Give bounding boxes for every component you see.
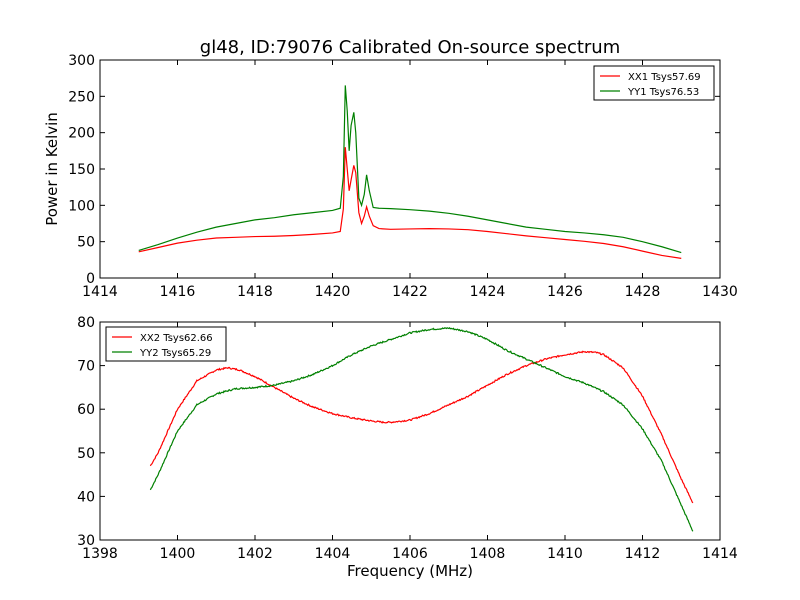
chart-bottom-legend-label: YY2 Tsys65.29 xyxy=(139,348,211,359)
chart-bottom-x-tick-label: 1398 xyxy=(82,546,118,562)
chart-bottom-x-axis-label: Frequency (MHz) xyxy=(347,562,473,580)
chart-bottom: Frequency (MHz) 1398 1400 1402 1404 1406 1408… xyxy=(77,315,738,580)
chart-top-y-tick-label: 150 xyxy=(68,162,95,178)
chart-top-x-tick-label: 1426 xyxy=(547,284,583,300)
chart-bottom-y-tick-label: 50 xyxy=(77,446,95,462)
chart-bottom-x-tick-label: 1414 xyxy=(702,546,738,562)
chart-bottom-legend-label: XX2 Tsys62.66 xyxy=(140,333,213,344)
chart-top-x-tick-label: 1430 xyxy=(702,284,738,300)
chart-top-x-tick-label: 1414 xyxy=(82,284,118,300)
chart-bottom-x-tick-label: 1412 xyxy=(625,546,661,562)
chart-bottom-y-tick-label: 40 xyxy=(77,489,95,505)
chart-bottom-legend-box xyxy=(105,326,227,362)
chart-bottom-plot-area: 1398 1400 1402 1404 1406 1408 1410 1412 1414 30 40… xyxy=(77,315,738,562)
chart-top-y-tick-label: 50 xyxy=(77,235,95,251)
chart-top-y-tick-label: 200 xyxy=(68,126,95,142)
chart-top-series-line-xx1 xyxy=(138,147,682,259)
chart-top-x-tick-label: 1424 xyxy=(470,284,506,300)
chart-top-x-tick-label: 1416 xyxy=(160,284,196,300)
chart-bottom-x-tick-label: 1404 xyxy=(315,546,351,562)
chart-top-legend-label: YY1 Tsys76.53 xyxy=(627,87,699,98)
chart-bottom-series-line-xx2 xyxy=(149,350,694,504)
chart-top-y-tick-label: 0 xyxy=(86,271,95,287)
chart-bottom-x-tick-label: 1410 xyxy=(547,546,583,562)
chart-top: gl48, ID:79076 Calibrated On-source spec… xyxy=(43,37,738,300)
chart-bottom-x-tick-label: 1408 xyxy=(470,546,506,562)
chart-bottom-x-tick-label: 1402 xyxy=(237,546,273,562)
chart-top-y-tick-label: 100 xyxy=(68,198,95,214)
chart-top-legend-label: XX1 Tsys57.69 xyxy=(628,72,701,83)
chart-top-x-tick-label: 1422 xyxy=(392,284,428,300)
chart-top-x-tick-label: 1420 xyxy=(315,284,351,300)
chart-bottom-y-tick-label: 70 xyxy=(77,359,95,375)
chart-top-y-axis-label: Power in Kelvin xyxy=(43,112,61,226)
chart-top-x-tick-label: 1428 xyxy=(625,284,661,300)
chart-top-title: gl48, ID:79076 Calibrated On-source spec… xyxy=(200,37,620,58)
chart-bottom-y-tick-label: 80 xyxy=(77,315,95,331)
chart-top-series-line-yy1 xyxy=(138,85,682,254)
chart-top-x-tick-label: 1418 xyxy=(237,284,273,300)
chart-bottom-y-tick-label: 30 xyxy=(77,533,95,549)
chart-top-y-tick-label: 250 xyxy=(68,89,95,105)
chart-top-plot-area: 1414 1416 1418 1420 1422 1424 1426 1428 1430 0 50 1… xyxy=(68,53,738,300)
chart-bottom-x-tick-label: 1400 xyxy=(160,546,196,562)
chart-top-y-tick-label: 300 xyxy=(68,53,95,69)
chart-bottom-y-tick-label: 60 xyxy=(77,402,95,418)
chart-bottom-series-line-yy2 xyxy=(149,326,694,532)
chart-bottom-x-tick-label: 1406 xyxy=(392,546,428,562)
chart-top-legend-box xyxy=(593,65,715,101)
